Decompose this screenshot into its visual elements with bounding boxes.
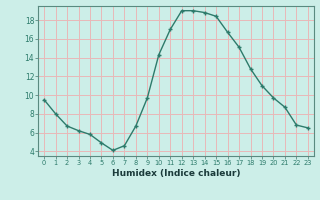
X-axis label: Humidex (Indice chaleur): Humidex (Indice chaleur) [112,169,240,178]
